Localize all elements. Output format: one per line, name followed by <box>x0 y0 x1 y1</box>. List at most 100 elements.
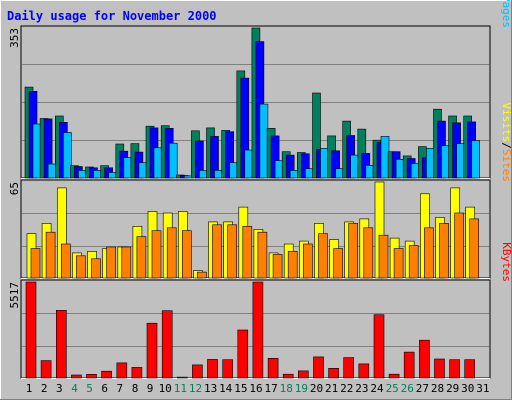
bar-sites-day-16 <box>257 231 268 279</box>
day-label-29: 29 <box>446 382 459 395</box>
bar-kbytes-day-5 <box>86 373 97 379</box>
bar-sites-day-12 <box>197 271 207 279</box>
day-label-31: 31 <box>476 382 489 395</box>
day-label-6: 6 <box>101 382 108 395</box>
bar-sites-day-30 <box>469 218 480 279</box>
bar-pages-day-13 <box>214 170 223 179</box>
day-labels-group: 1 2 3 4 5 6 7 8 9 10 11 12 13 14 15 16 17 18 19 20 21 22 23 24 2… <box>26 382 490 395</box>
day-label-16: 16 <box>249 382 262 395</box>
bar-pages-day-27 <box>426 148 435 179</box>
bar-pages-day-12 <box>199 170 208 179</box>
bar-pages-day-2 <box>47 163 57 179</box>
bar-pages-day-19 <box>304 168 314 179</box>
bar-sites-day-17 <box>272 254 283 279</box>
bar-kbytes-day-14 <box>222 359 233 379</box>
bar-sites-day-3 <box>60 243 71 279</box>
day-label-28: 28 <box>431 382 444 395</box>
bar-kbytes-day-4 <box>71 374 82 379</box>
day-label-21: 21 <box>325 382 338 395</box>
bar-sites-day-25 <box>393 248 404 279</box>
bar-kbytes-day-20 <box>313 356 324 379</box>
day-label-18: 18 <box>280 382 293 395</box>
bar-sites-day-10 <box>166 227 177 279</box>
bar-pages-day-28 <box>441 145 450 179</box>
legend-top: Hits/Files/Pages <box>500 0 512 28</box>
bar-sites-day-4 <box>76 255 86 279</box>
panel-middle: 65 Visits/Sites <box>8 103 512 279</box>
bar-kbytes-day-21 <box>328 367 339 379</box>
bar-sites-day-8 <box>136 236 147 279</box>
bar-sites-day-13 <box>212 224 222 279</box>
bar-sites-day-24 <box>378 234 389 279</box>
bar-kbytes-day-28 <box>434 358 445 379</box>
bar-pages-day-20 <box>320 148 329 179</box>
day-label-25: 25 <box>386 382 399 395</box>
bar-kbytes-day-12 <box>192 364 203 379</box>
legend-entry: Visits <box>500 103 512 143</box>
bar-sites-day-28 <box>439 223 449 279</box>
bar-kbytes-day-18 <box>282 373 294 379</box>
day-label-20: 20 <box>310 382 323 395</box>
day-label-3: 3 <box>56 382 63 395</box>
day-label-11: 11 <box>174 382 187 395</box>
bar-sites-day-26 <box>408 245 419 279</box>
day-label-7: 7 <box>116 382 123 395</box>
bar-sites-day-7 <box>121 246 132 279</box>
legend-entry: Pages <box>500 0 512 28</box>
y-max-label: 5517 <box>8 282 21 309</box>
bar-pages-day-9 <box>153 147 163 179</box>
legend-bottom: KBytes <box>500 242 512 282</box>
chart-title: Daily usage for November 2000 <box>7 9 217 23</box>
legend-entry: KBytes <box>500 242 512 282</box>
bar-pages-day-14 <box>229 162 238 179</box>
bar-kbytes-day-10 <box>161 310 173 379</box>
bar-pages-day-6 <box>108 172 117 179</box>
legend-entry: / <box>500 142 512 149</box>
bar-kbytes-day-25 <box>388 373 400 379</box>
bar-pages-day-29 <box>456 143 465 179</box>
bar-kbytes-day-9 <box>146 322 158 379</box>
bar-kbytes-day-7 <box>116 362 128 379</box>
bar-sites-day-6 <box>106 246 116 279</box>
day-label-19: 19 <box>295 382 308 395</box>
bar-pages-day-24 <box>380 136 390 179</box>
bar-kbytes-day-24 <box>373 314 385 379</box>
day-label-12: 12 <box>189 382 202 395</box>
bar-pages-day-21 <box>335 168 344 179</box>
bar-kbytes-day-1 <box>25 281 37 379</box>
bar-sites-day-23 <box>363 227 374 279</box>
bar-kbytes-day-15 <box>237 329 249 379</box>
day-label-17: 17 <box>264 382 277 395</box>
bar-sites-day-27 <box>424 227 434 279</box>
day-label-23: 23 <box>355 382 368 395</box>
day-label-9: 9 <box>147 382 154 395</box>
bar-sites-day-5 <box>91 258 101 279</box>
bar-kbytes-day-17 <box>267 357 279 379</box>
bar-sites-day-11 <box>182 230 192 279</box>
bar-kbytes-day-23 <box>358 363 370 379</box>
bar-sites-day-15 <box>242 226 253 279</box>
bar-sites-day-19 <box>302 243 313 279</box>
day-label-26: 26 <box>401 382 414 395</box>
day-label-10: 10 <box>159 382 172 395</box>
bar-kbytes-day-27 <box>419 339 430 379</box>
bar-kbytes-day-2 <box>40 360 52 379</box>
panels-group: 353 Hits/Files/Pages 65 Visits/Sites 5517 KBy… <box>8 0 512 379</box>
bar-sites-day-18 <box>287 251 298 279</box>
day-label-22: 22 <box>340 382 353 395</box>
bar-kbytes-day-26 <box>403 351 415 379</box>
bar-sites-day-22 <box>348 223 359 279</box>
bar-pages-day-23 <box>365 165 375 179</box>
y-max-label: 353 <box>8 28 21 48</box>
day-label-2: 2 <box>41 382 48 395</box>
bar-kbytes-day-30 <box>464 359 476 379</box>
bar-sites-day-20 <box>318 233 328 279</box>
bar-sites-day-21 <box>333 248 343 279</box>
bar-pages-day-16 <box>259 103 269 179</box>
bar-kbytes-day-8 <box>131 367 143 379</box>
bar-pages-day-3 <box>62 132 72 179</box>
day-label-24: 24 <box>370 382 384 395</box>
bar-pages-day-10 <box>168 142 178 179</box>
bar-kbytes-day-19 <box>297 370 309 379</box>
